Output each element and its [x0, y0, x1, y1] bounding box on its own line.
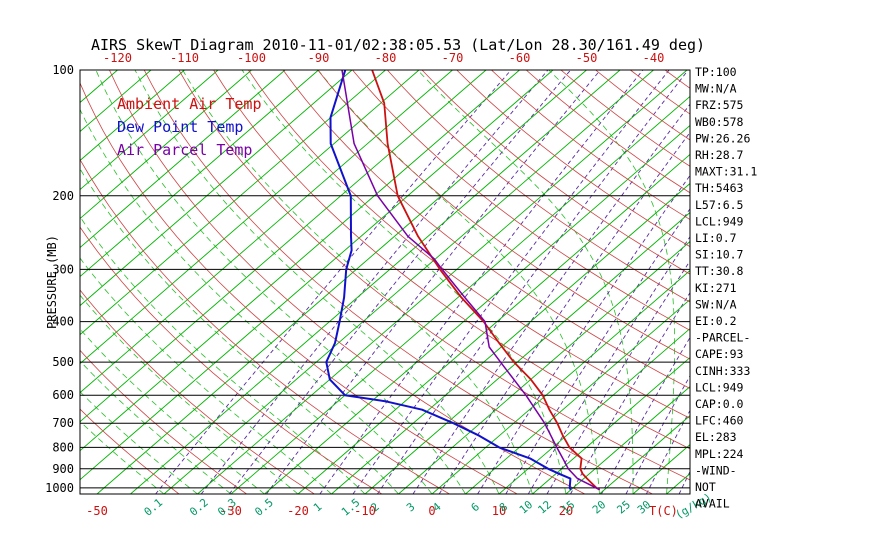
top-temp-label: -70	[442, 51, 464, 65]
bottom-temp-label: 0	[428, 504, 435, 518]
stat-line: LFC:460	[695, 414, 744, 428]
stat-line: LCL:949	[695, 380, 744, 394]
stat-line: NOT	[695, 480, 716, 494]
mixing-ratio-label: 0.2	[187, 496, 211, 519]
stat-line: PW:26.26	[695, 131, 750, 145]
stat-line: FRZ:575	[695, 98, 743, 112]
stat-line: KI:271	[695, 281, 737, 295]
pressure-tick-label: 200	[52, 189, 74, 203]
stat-line: TT:30.8	[695, 264, 744, 278]
pressure-tick-label: 700	[52, 416, 74, 430]
mixing-ratio-label: 1	[311, 500, 324, 514]
top-temp-label: -40	[643, 51, 665, 65]
stat-line: L57:6.5	[695, 198, 743, 212]
top-temp-label: -60	[509, 51, 531, 65]
top-temp-label: -80	[375, 51, 397, 65]
legend-item: Ambient Air Temp	[117, 95, 262, 113]
pressure-lines-group	[80, 70, 690, 489]
mixing-ratio-label: 0.1	[142, 496, 166, 519]
mixing-ratio-label: 0.5	[252, 496, 276, 519]
stat-line: LCL:949	[695, 214, 744, 228]
stat-line: TP:100	[695, 65, 737, 79]
stat-line: EL:283	[695, 430, 737, 444]
mixing-ratio-label: 20	[590, 498, 609, 516]
plot-border	[79, 69, 691, 495]
stat-line: AVAIL	[695, 497, 730, 511]
pressure-axis-title: PRESSURE (MB)	[45, 235, 59, 329]
top-temp-label: -100	[237, 51, 266, 65]
stat-line: MPL:224	[695, 447, 744, 461]
top-temp-label: -90	[308, 51, 330, 65]
plot-area	[80, 70, 690, 494]
pressure-tick-label: 100	[52, 63, 74, 77]
mixing-ratio-label: 25	[614, 498, 633, 516]
pressure-tick-label: 800	[52, 440, 74, 454]
chart-title: AIRS SkewT Diagram 2010-11-01/02:38:05.5…	[90, 36, 706, 54]
mixing-ratio-label: 6	[469, 500, 482, 514]
pressure-tick-label: 900	[52, 462, 74, 476]
stat-line: -WIND-	[695, 463, 737, 477]
top-temp-label: -110	[170, 51, 199, 65]
dew-point-temp-curve	[325, 70, 572, 491]
stat-line: EI:0.2	[695, 314, 737, 328]
stat-line: CINH:333	[695, 364, 750, 378]
stat-line: MW:N/A	[695, 82, 737, 96]
bottom-temp-label: 10	[492, 504, 506, 518]
bottom-temp-label: -30	[220, 504, 242, 518]
stat-line: TH:5463	[695, 181, 744, 195]
legend-item: Air Parcel Temp	[117, 141, 252, 159]
legend: Ambient Air Temp Dew Point Temp Air Parcel…	[117, 95, 262, 159]
stat-line: CAPE:93	[695, 347, 744, 361]
stat-line: SW:N/A	[695, 297, 737, 311]
ambient-air-temp-curve	[371, 70, 601, 491]
stat-line: MAXT:31.1	[695, 165, 757, 179]
bottom-temp-label: -50	[86, 504, 108, 518]
stat-line: SI:10.7	[695, 248, 744, 262]
pressure-tick-label: 300	[52, 262, 74, 276]
bottom-temp-label: -10	[354, 504, 376, 518]
bottom-temp-label: -20	[287, 504, 309, 518]
pressure-tick-label: 1000	[45, 481, 74, 495]
bottom-temp-label: 20	[559, 504, 573, 518]
temp-unit-label: T(C)	[649, 504, 678, 518]
pressure-tick-label: 400	[52, 315, 74, 329]
stats-panel: TP:100 MW:N/A FRZ:575 WB0:578 PW:26.26 RH:28.…	[695, 65, 757, 511]
mixing-ratio-label: 10	[517, 498, 536, 516]
air-parcel-temp-curve	[341, 70, 601, 491]
mixing-ratio-label: 3	[404, 500, 417, 514]
sounding-curves-group	[325, 70, 601, 491]
pressure-tick-label: 500	[52, 355, 74, 369]
legend-item: Dew Point Temp	[117, 118, 243, 136]
top-temp-label: -120	[103, 51, 132, 65]
stat-line: -PARCEL-	[695, 331, 750, 345]
stat-line: LI:0.7	[695, 231, 737, 245]
stat-line: WB0:578	[695, 115, 744, 129]
mixing-ratio-label: 12	[535, 498, 554, 516]
stat-line: CAP:0.0	[695, 397, 744, 411]
pressure-tick-label: 600	[52, 388, 74, 402]
stat-line: RH:28.7	[695, 148, 744, 162]
axis-labels: -120 -110 -100 -90 -80 -70 -60 -50 -40-50 -30 -20-…	[45, 51, 714, 522]
top-temp-label: -50	[576, 51, 598, 65]
